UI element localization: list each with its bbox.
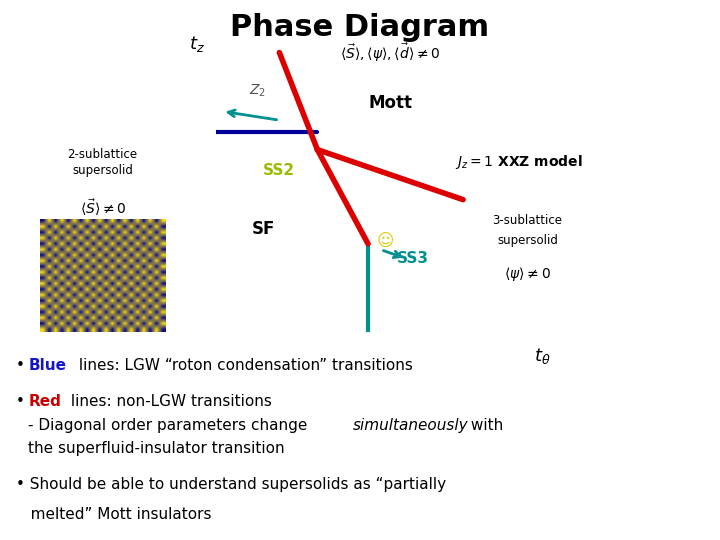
Text: 3-sublattice: 3-sublattice (492, 214, 562, 227)
Text: SS3: SS3 (397, 251, 428, 266)
Text: ☺: ☺ (377, 232, 394, 250)
Text: melted” Mott insulators: melted” Mott insulators (16, 508, 211, 522)
Text: supersolid: supersolid (497, 234, 558, 247)
Text: SF: SF (252, 220, 275, 238)
Text: simultaneously: simultaneously (353, 418, 469, 433)
Text: SS2: SS2 (264, 163, 295, 178)
Text: supersolid: supersolid (72, 164, 133, 177)
Text: •: • (16, 394, 30, 409)
Text: • Should be able to understand supersolids as “partially: • Should be able to understand supersoli… (16, 477, 446, 491)
Text: with: with (466, 418, 503, 433)
Text: lines: non-LGW transitions: lines: non-LGW transitions (66, 394, 271, 409)
Text: Phase Diagram: Phase Diagram (230, 14, 490, 43)
Text: Mott: Mott (368, 93, 413, 112)
Text: lines: LGW “roton condensation” transitions: lines: LGW “roton condensation” transiti… (74, 359, 413, 373)
Text: 2-sublattice: 2-sublattice (68, 148, 138, 161)
Text: $t_z$: $t_z$ (189, 33, 205, 53)
Text: Red: Red (28, 394, 61, 409)
Text: $J_z=1$ XXZ model: $J_z=1$ XXZ model (454, 153, 582, 171)
Text: $Z_2$: $Z_2$ (248, 83, 266, 99)
Text: $\langle\vec{S}\rangle \neq 0$: $\langle\vec{S}\rangle \neq 0$ (80, 197, 126, 218)
Text: $\langle\psi\rangle \neq 0$: $\langle\psi\rangle \neq 0$ (504, 265, 552, 282)
Text: - Diagonal order parameters change: - Diagonal order parameters change (28, 418, 312, 433)
Text: $\langle\vec{S}\rangle, \langle\psi\rangle, \langle\vec{d}\rangle \neq 0$: $\langle\vec{S}\rangle, \langle\psi\rang… (340, 41, 441, 64)
Text: $t_\theta$: $t_\theta$ (534, 346, 551, 366)
Text: •: • (16, 359, 30, 373)
Text: Blue: Blue (28, 359, 66, 373)
Text: the superfluid-insulator transition: the superfluid-insulator transition (28, 441, 285, 456)
